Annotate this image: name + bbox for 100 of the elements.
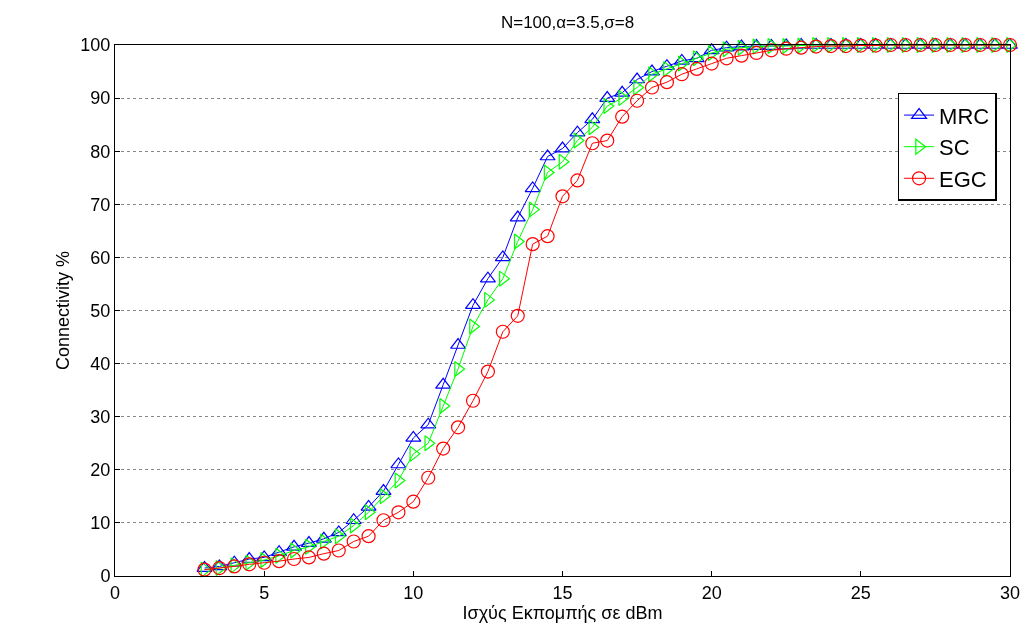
point [436,441,451,456]
point [331,543,346,558]
point [718,40,735,52]
point [524,181,541,193]
y-tick-label: 90 [90,88,111,109]
y-tick-label: 50 [90,300,111,321]
point [525,237,540,252]
point [677,55,689,72]
x-tick-label: 10 [403,582,424,603]
point [406,494,421,509]
point [554,141,571,153]
point [779,41,794,56]
point [540,229,555,244]
point [722,41,734,58]
point [752,38,764,55]
point [584,112,601,124]
point [316,546,331,561]
point [629,93,645,108]
point [498,270,510,287]
point [748,38,765,50]
y-tick-label: 80 [90,141,111,162]
point [494,250,511,262]
point [361,529,376,544]
point [692,50,704,67]
point [465,393,481,408]
point [808,39,824,54]
point [614,85,631,97]
point [528,201,540,218]
point [703,43,720,55]
y-tick-label: 30 [90,407,111,427]
point [882,37,899,49]
point [509,210,526,222]
point [211,559,228,571]
point [615,109,630,124]
point [420,417,437,429]
y-tick-label: 40 [90,353,111,374]
point [570,173,585,188]
y-tick-label: 0 [100,566,111,587]
point [364,504,376,521]
point [558,153,570,170]
point [600,133,615,148]
point [286,551,302,567]
point [737,39,749,56]
point [543,164,555,181]
point [256,550,273,562]
point [334,528,346,545]
point [376,513,391,528]
point [539,149,556,161]
point [897,37,914,49]
point [390,457,407,469]
point [764,43,779,58]
point [927,37,944,49]
point [301,550,317,565]
point [196,560,213,572]
legend-label: SC [939,135,970,161]
point [673,53,690,65]
point [346,534,361,549]
y-tick-label: 100 [80,35,111,56]
point [674,67,689,82]
point [957,37,974,49]
point [569,125,586,137]
point [659,75,675,90]
point [435,377,452,389]
point [912,37,929,49]
point [719,51,734,66]
point [495,324,510,339]
point [555,189,570,204]
point [838,38,854,54]
point [648,66,660,83]
point [867,37,884,49]
point [585,136,600,151]
point [588,119,600,136]
point [330,525,347,537]
point [319,533,331,550]
point [633,79,645,96]
point [305,538,317,555]
chart-title: N=100,α=3.5,σ=8 [500,12,635,32]
point [360,499,377,511]
point [484,291,496,308]
point [469,318,481,335]
point [345,513,362,525]
y-axis-title: Connectivity % [52,250,73,371]
x-tick-label: 15 [552,582,573,603]
point [257,555,272,570]
point [315,531,332,543]
point [421,470,436,485]
x-axis-title: Ισχύς Εκπομπής σε dBm [462,602,663,623]
point [573,132,585,149]
x-tick-label: 20 [701,582,722,603]
y-tick-label: 20 [90,460,111,481]
point [734,48,749,63]
point [513,233,525,250]
point [1002,37,1018,53]
legend-label: EGC [939,166,987,192]
point [379,488,391,505]
point [942,37,959,49]
point [823,38,839,54]
point [987,37,1003,53]
point [644,80,660,95]
point [749,45,764,61]
